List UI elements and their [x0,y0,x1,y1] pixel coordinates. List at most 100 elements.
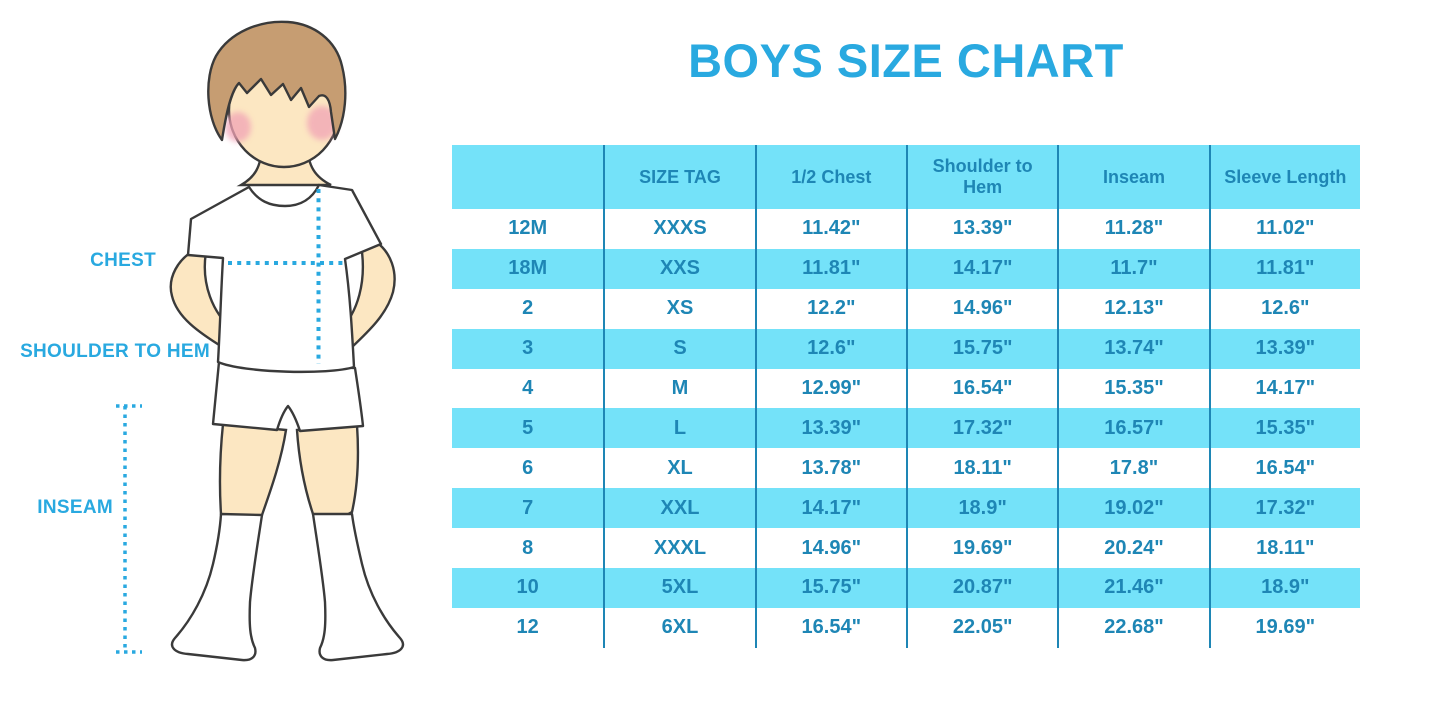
table-cell: 13.74" [1057,328,1208,369]
table-row: 6 XL 13.78" 18.11" 17.8" 16.54" [452,448,1360,489]
table-cell: 3 [522,337,534,360]
figure-right-thigh [295,423,360,520]
figure-right-sock [311,512,405,662]
table-cell: 12M [508,217,548,240]
shoulder-to-hem-label: SHOULDER TO HEM [20,341,210,362]
table-cell: 16.54" [754,607,906,648]
table-cell: 13.39" [1208,328,1360,369]
table-cell: 11.81" [754,248,906,289]
table-cell: XXL [603,488,754,529]
table-cell: 13.78" [754,448,906,489]
size-table: SIZE TAG 1/2 Chest Shoulder to Hem Inseam Sl… [452,145,1360,648]
table-cell: 13.39" [754,408,906,449]
table-cell: 15.35" [1208,408,1360,449]
column-header: Inseam [1057,145,1208,209]
table-cell: 12.6" [1208,288,1360,329]
table-cell: 19.69" [905,528,1057,569]
table-cell: 15.35" [1057,368,1208,409]
table-cell: 8 [522,536,534,559]
table-row: 8 XXXL 14.96" 19.69" 20.24" 18.11" [452,528,1360,569]
table-row: 4 M 12.99" 16.54" 15.35" 14.17" [452,368,1360,409]
table-row: 7 XXL 14.17" 18.9" 19.02" 17.32" [452,488,1360,529]
table-cell: 14.17" [905,248,1057,289]
table-cell: 19.02" [1057,488,1208,529]
table-cell: 12.99" [754,368,906,409]
table-cell: 18.11" [1208,528,1360,569]
table-cell: XXXS [603,209,754,249]
table-cell: 20.87" [905,568,1057,608]
table-cell: 18M [508,257,548,280]
table-cell: XS [603,288,754,329]
size-table-body: 12M XXXS 11.42" 13.39" 11.28" 11.02" 18M XXS 11.… [452,209,1360,648]
table-cell: 12.2" [754,288,906,329]
table-cell: 5XL [603,568,754,608]
table-cell: 11.42" [754,209,906,249]
table-cell: 17.32" [1208,488,1360,529]
table-cell: 20.24" [1057,528,1208,569]
table-cell: 18.11" [905,448,1057,489]
table-cell: 15.75" [905,328,1057,369]
table-row: 10 5XL 15.75" 20.87" 21.46" 18.9" [452,568,1360,608]
table-cell: 14.17" [754,488,906,529]
table-row: 12M XXXS 11.42" 13.39" 11.28" 11.02" [452,209,1360,249]
figure-shorts [211,360,365,433]
table-cell: 7 [522,496,534,519]
table-cell: XL [603,448,754,489]
table-cell: 2 [522,297,534,320]
column-header: SIZE TAG [603,145,754,209]
table-cell: 12.6" [754,328,906,369]
table-cell: 17.32" [905,408,1057,449]
table-cell: 10 [516,576,539,599]
chest-label: CHEST [90,250,156,271]
table-cell: S [603,328,754,369]
page-title: BOYS SIZE CHART [688,34,1124,87]
table-cell: 11.02" [1208,209,1360,249]
table-cell: 6 [522,456,534,479]
table-row: 5 L 13.39" 17.32" 16.57" 15.35" [452,408,1360,449]
table-cell: 17.8" [1057,448,1208,489]
column-header: 1/2 Chest [754,145,906,209]
table-cell: 22.68" [1057,607,1208,648]
table-row: 2 XS 12.2" 14.96" 12.13" 12.6" [452,288,1360,329]
table-cell: 14.96" [754,528,906,569]
table-cell: 4 [522,377,534,399]
table-cell: 15.75" [754,568,906,608]
table-cell: 18.9" [905,488,1057,529]
table-cell: 16.54" [1208,448,1360,489]
table-cell: 16.54" [905,368,1057,409]
table-cell: 6XL [603,607,754,648]
figure-tshirt [186,183,383,374]
table-cell: 19.69" [1208,607,1360,648]
table-cell: XXS [603,248,754,289]
table-cell: 12.13" [1057,288,1208,329]
figure-right-arm [337,239,396,350]
table-cell: M [603,368,754,409]
table-row: 18M XXS 11.81" 14.17" 11.7" 11.81" [452,248,1360,289]
table-row: 3 S 12.6" 15.75" 13.74" 13.39" [452,328,1360,369]
table-row: 12 6XL 16.54" 22.05" 22.68" 19.69" [452,607,1360,648]
table-cell: 5 [522,416,534,439]
table-cell: 11.28" [1057,209,1208,249]
boy-figure-illustration [116,20,405,662]
table-cell: 11.81" [1208,248,1360,289]
column-header: Shoulder to Hem [905,145,1057,209]
blush-left [225,112,251,142]
table-cell: 14.96" [905,288,1057,329]
table-header-row: SIZE TAG 1/2 Chest Shoulder to Hem Inseam Sl… [452,145,1360,209]
figure-left-thigh [218,422,288,521]
column-header: Sleeve Length [1208,145,1360,209]
table-cell: 14.17" [1208,368,1360,409]
blush-right [307,106,337,140]
figure-left-arm [169,247,236,350]
table-cell: 21.46" [1057,568,1208,608]
table-cell: 12 [516,616,539,639]
figure-hair [207,20,347,142]
figure-left-sock [170,512,264,662]
table-cell: XXXL [603,528,754,569]
table-cell: L [603,408,754,449]
table-cell: 11.7" [1057,248,1208,289]
table-cell: 13.39" [905,209,1057,249]
table-cell: 18.9" [1208,568,1360,608]
column-header [452,145,603,209]
table-cell: 16.57" [1057,408,1208,449]
